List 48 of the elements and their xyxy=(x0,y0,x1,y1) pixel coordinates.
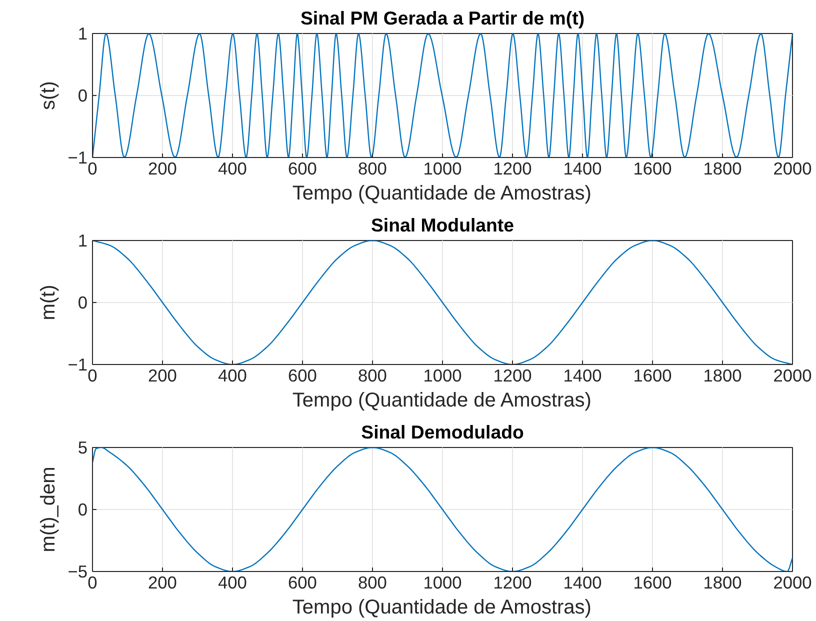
y-tick-label: 1 xyxy=(78,230,88,250)
x-tick-label: 1200 xyxy=(493,572,532,592)
x-axis-title: Tempo (Quantidade de Amostras) xyxy=(292,390,592,412)
y-tick-label: −1 xyxy=(68,354,88,374)
x-tick-label: 400 xyxy=(218,572,247,592)
x-tick-label: 600 xyxy=(288,366,317,386)
x-tick-label: 400 xyxy=(218,158,247,178)
x-tick-label: 200 xyxy=(148,366,177,386)
y-tick-label: 0 xyxy=(78,292,88,312)
x-tick-label: 1600 xyxy=(633,572,672,592)
y-tick-label: 0 xyxy=(78,500,88,520)
x-tick-label: 2000 xyxy=(773,572,812,592)
y-tick-label: 0 xyxy=(78,86,88,106)
x-axis-title: Tempo (Quantidade de Amostras) xyxy=(292,182,592,204)
x-tick-label: 200 xyxy=(148,572,177,592)
x-tick-label: 1400 xyxy=(563,572,602,592)
x-tick-label: 400 xyxy=(218,366,247,386)
y-axis-title: s(t) xyxy=(38,81,60,110)
x-tick-label: 1600 xyxy=(633,158,672,178)
x-tick-label: 1200 xyxy=(493,366,532,386)
x-tick-label: 600 xyxy=(288,158,317,178)
x-tick-label: 1400 xyxy=(563,366,602,386)
x-tick-label: 600 xyxy=(288,572,317,592)
y-tick-label: −1 xyxy=(68,148,88,168)
x-tick-label: 1000 xyxy=(423,158,462,178)
x-tick-label: 1600 xyxy=(633,366,672,386)
y-axis-title: m(t)_dem xyxy=(38,466,60,552)
chart-title: Sinal PM Gerada a Partir de m(t) xyxy=(300,8,585,28)
x-axis-title: Tempo (Quantidade de Amostras) xyxy=(292,596,592,618)
x-tick-label: 800 xyxy=(358,572,387,592)
chart-title: Sinal Demodulado xyxy=(361,422,524,442)
x-tick-label: 800 xyxy=(358,158,387,178)
x-tick-label: 1000 xyxy=(423,572,462,592)
y-tick-label: 5 xyxy=(78,438,88,458)
y-tick-label: 1 xyxy=(78,24,88,44)
x-tick-label: 1000 xyxy=(423,366,462,386)
x-tick-label: 1200 xyxy=(493,158,532,178)
x-tick-label: 2000 xyxy=(773,366,812,386)
y-tick-label: −5 xyxy=(68,562,88,582)
x-tick-label: 1800 xyxy=(703,158,742,178)
x-tick-label: 2000 xyxy=(773,158,812,178)
x-tick-label: 200 xyxy=(148,158,177,178)
x-tick-label: 800 xyxy=(358,366,387,386)
x-tick-label: 1800 xyxy=(703,572,742,592)
x-tick-label: 1800 xyxy=(703,366,742,386)
y-axis-title: m(t) xyxy=(38,284,60,320)
x-tick-label: 1400 xyxy=(563,158,602,178)
chart-title: Sinal Modulante xyxy=(370,214,514,236)
